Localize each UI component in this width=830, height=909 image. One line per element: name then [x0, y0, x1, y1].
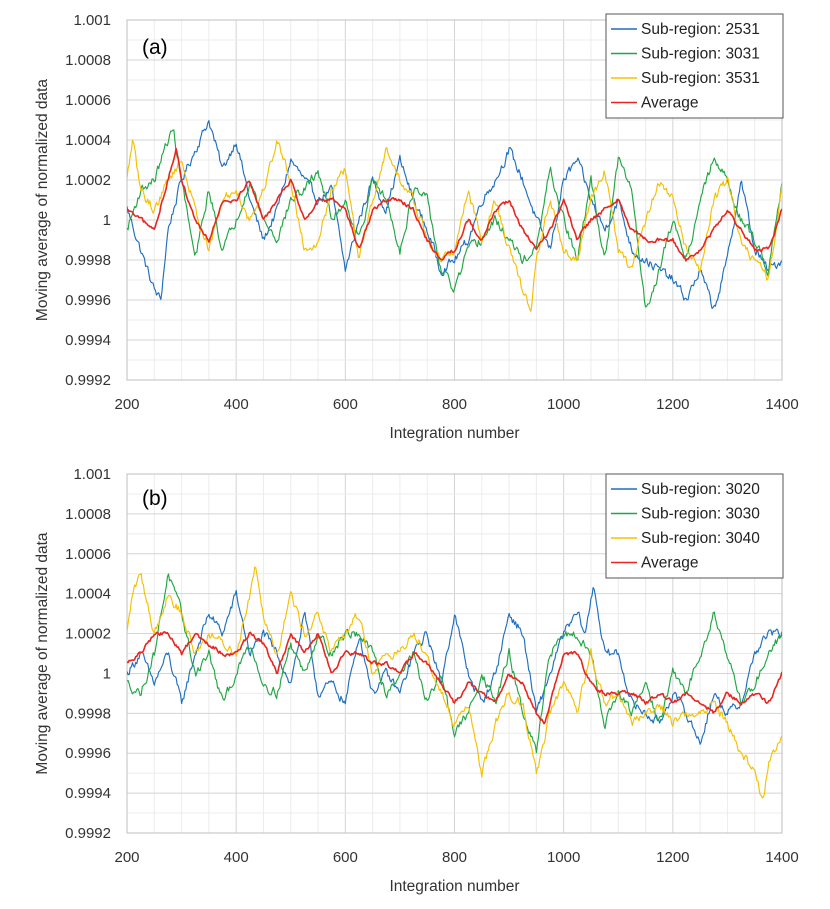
x-tick-label: 1200: [656, 849, 689, 866]
y-tick-label: 1.0008: [65, 506, 111, 523]
x-tick-label: 200: [114, 396, 139, 413]
x-tick-label: 600: [333, 849, 358, 866]
gridlines: [126, 19, 783, 381]
x-tick-label: 400: [224, 849, 249, 866]
x-tick-label: 600: [333, 396, 358, 413]
y-tick-label: 0.9998: [65, 252, 111, 269]
plot-area: [126, 19, 783, 381]
x-tick-label: 400: [224, 396, 249, 413]
y-tick-label: 0.9992: [65, 372, 111, 389]
y-tick-label: 0.9992: [65, 825, 111, 842]
x-tick-label: 1200: [656, 396, 689, 413]
y-tick-label: 0.9996: [65, 292, 111, 309]
series-line-average: [127, 631, 782, 725]
series-line-sub-region-3020: [127, 587, 782, 745]
y-axis-title: Moving average of normalized data: [34, 532, 51, 774]
x-tick-label: 800: [442, 849, 467, 866]
series-line-sub-region-3030: [127, 573, 782, 754]
legend-entry: Average: [641, 555, 698, 572]
series-lines: [127, 566, 782, 799]
x-tick-label: 1000: [547, 849, 580, 866]
y-tick-label: 1: [103, 212, 111, 229]
legend-entry: Average: [641, 95, 698, 112]
y-tick-label: 1.0006: [65, 92, 111, 109]
y-tick-label: 1.0002: [65, 172, 111, 189]
y-tick-label: 0.9994: [65, 785, 111, 802]
x-tick-label: 200: [114, 849, 139, 866]
x-axis-title: Integration number: [389, 425, 519, 442]
y-axis-title: Moving average of normalized data: [34, 79, 51, 321]
y-tick-label: 1.0008: [65, 52, 111, 69]
y-tick-label: 1.0004: [65, 586, 111, 603]
y-tick-label: 1.0006: [65, 546, 111, 563]
chart-panel-b: 0.9992 0.9994 0.9996 0.9998 1 1.0002 1.0004 1.0…: [34, 466, 799, 895]
legend-entry: Sub-region: 3031: [641, 46, 760, 63]
series-line-average: [127, 147, 782, 262]
x-tick-label: 1400: [765, 396, 798, 413]
legend-entry: Sub-region: 3020: [641, 481, 760, 498]
chart-panel-a: 0.9992 0.9994 0.9996 0.9998 1 1.0002 1.0004 1.0…: [34, 12, 799, 442]
legend-entry: Sub-region: 3531: [641, 70, 760, 87]
x-tick-label: 1000: [547, 396, 580, 413]
legend-entry: Sub-region: 3030: [641, 506, 760, 523]
y-tick-label: 1.0002: [65, 626, 111, 643]
y-tick-label: 1.001: [73, 466, 111, 483]
legend-box: [605, 473, 784, 579]
y-tick-label: 0.9994: [65, 332, 111, 349]
legend-entry: Sub-region: 2531: [641, 21, 760, 38]
y-tick-label: 1: [103, 665, 111, 682]
y-tick-label: 0.9996: [65, 745, 111, 762]
legend: Sub-region: 3020 Sub-region: 3030 Sub-regi…: [605, 473, 784, 579]
y-tick-label: 1.001: [73, 12, 111, 29]
y-tick-label: 0.9998: [65, 705, 111, 722]
legend-entry: Sub-region: 3040: [641, 530, 760, 547]
legend-box: [605, 13, 784, 119]
series-line-sub-region-3040: [127, 566, 782, 799]
series-line-sub-region-2531: [127, 120, 782, 310]
series-lines: [127, 120, 782, 312]
panel-label: (a): [142, 36, 168, 59]
y-tick-label: 1.0004: [65, 132, 111, 149]
plot-area: [126, 473, 783, 834]
legend: Sub-region: 2531 Sub-region: 3031 Sub-regi…: [605, 13, 784, 119]
x-axis-title: Integration number: [389, 878, 519, 895]
panel-label: (b): [142, 487, 168, 510]
x-tick-label: 1400: [765, 849, 798, 866]
x-tick-label: 800: [442, 396, 467, 413]
series-line-sub-region-3031: [127, 129, 782, 308]
